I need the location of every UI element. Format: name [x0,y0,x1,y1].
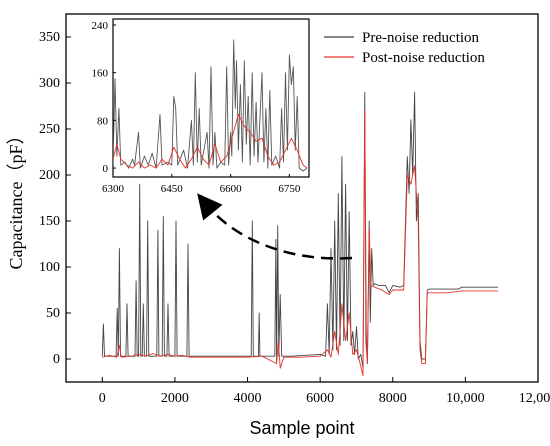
main-x-axis: 0 2000 4000 6000 8000 10,000 12,000 [99,377,550,406]
main-y-tick-label: 150 [39,214,60,229]
main-y-tick-label: 50 [46,306,60,321]
main-y-tick-label: 0 [53,352,60,367]
main-x-tick-label: 8000 [379,391,407,406]
inset-y-axis: 0 80 160 240 [92,20,116,175]
main-y-tick-label: 350 [39,30,60,45]
main-x-tick-label: 10,000 [446,391,485,406]
zoom-callout-arrow [197,193,353,260]
x-axis-title: Sample point [249,418,354,438]
legend-label-pre: Pre-noise reduction [362,30,480,46]
main-x-tick-label: 4000 [234,391,262,406]
inset-x-tick-label: 6450 [161,183,184,195]
inset-x-tick-label: 6300 [102,183,125,195]
inset-y-tick-label: 240 [92,20,109,32]
main-y-axis: 0 50 100 150 200 250 300 350 [39,30,71,367]
inset-y-tick-label: 80 [97,115,109,127]
inset-y-tick-label: 0 [103,163,109,175]
inset-x-tick-label: 6600 [220,183,243,195]
main-y-tick-label: 250 [39,122,60,137]
main-y-tick-label: 100 [39,260,60,275]
main-series-group [101,91,499,377]
main-series-line-0 [101,91,499,369]
main-y-tick-label: 200 [39,168,60,183]
inset-series-group [113,39,308,172]
inset-plot-frame [112,18,310,178]
main-x-tick-label: 6000 [306,391,334,406]
main-x-tick-label: 12,000 [519,391,550,406]
y-axis-title: Capacitance（pF） [6,127,26,270]
main-series-line-1 [102,110,499,377]
inset-x-tick-label: 6750 [278,183,301,195]
legend: Pre-noise reduction Post-noise reduction [324,30,485,66]
main-x-tick-label: 0 [99,391,106,406]
main-y-tick-label: 300 [39,76,60,91]
inset-series-line-1 [113,113,308,169]
inset-y-tick-label: 160 [92,68,109,80]
main-x-tick-label: 2000 [161,391,189,406]
inset-x-axis: 6300 6450 6600 6750 [102,174,301,195]
legend-label-post: Post-noise reduction [362,50,485,66]
inset-series-line-0 [113,39,308,172]
